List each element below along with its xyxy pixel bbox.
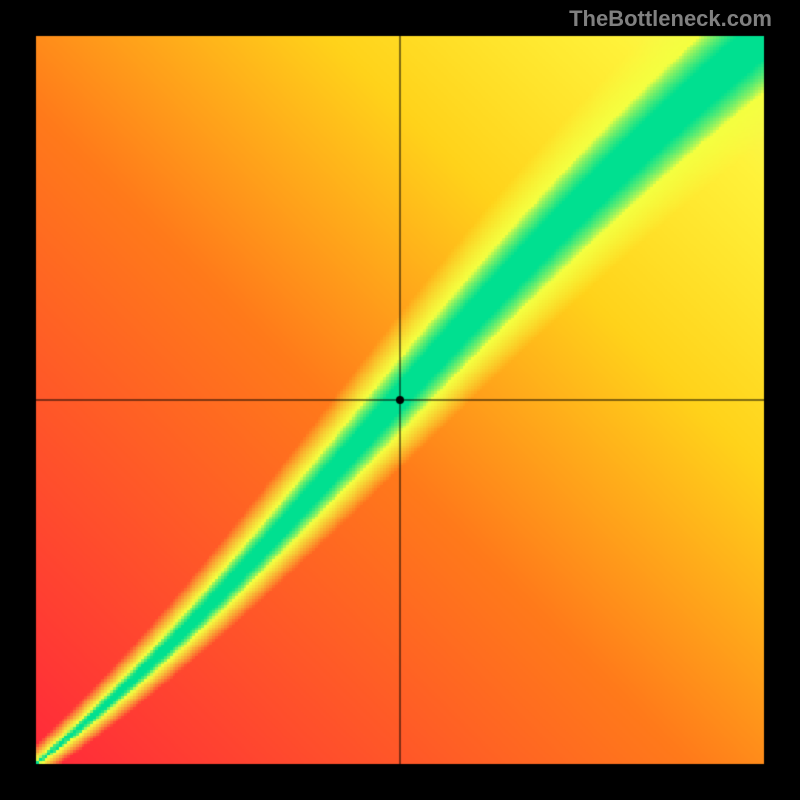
chart-container: TheBottleneck.com [0,0,800,800]
watermark-text: TheBottleneck.com [569,6,772,32]
heatmap-canvas [0,0,800,800]
